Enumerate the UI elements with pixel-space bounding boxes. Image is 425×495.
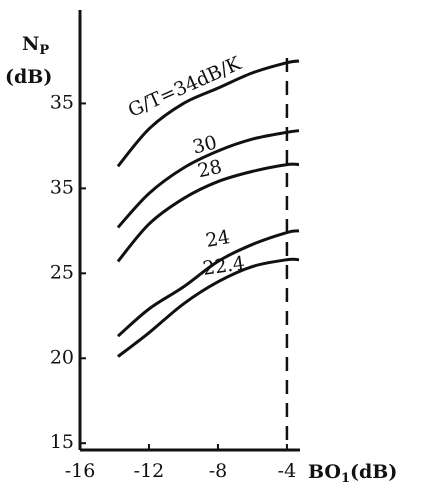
x-label-main: BO <box>308 461 341 483</box>
series-line <box>116 162 300 263</box>
y-label-unit: (dB) <box>5 66 52 88</box>
x-label: BO1(dB) <box>308 461 397 486</box>
series-label: 28 <box>196 156 224 183</box>
series-line <box>116 129 300 229</box>
y-tick-label: 35 <box>50 91 74 113</box>
x-label-sub: 1 <box>341 471 350 486</box>
series-label: G/T=34dB/K <box>125 52 245 122</box>
x-tick-label: -16 <box>65 460 96 482</box>
series-label: 24 <box>204 226 232 252</box>
y-tick-label: 35 <box>50 176 74 198</box>
x-tick-label: -12 <box>134 460 165 482</box>
x-tick-label: -4 <box>278 460 297 482</box>
y-label: NP <box>22 33 49 58</box>
y-tick-label: 15 <box>50 431 74 453</box>
x-label-unit: (dB) <box>350 461 397 483</box>
series-line <box>116 229 300 338</box>
series-line <box>116 59 300 168</box>
series-label: 22.4 <box>201 252 246 280</box>
x-tick-label: -8 <box>209 460 228 482</box>
y-label-sub: P <box>39 43 49 58</box>
series-label: 30 <box>190 131 219 158</box>
y-label-main: N <box>22 33 39 55</box>
y-tick-label: 20 <box>50 346 74 368</box>
series-line <box>117 257 300 358</box>
y-tick-label: 25 <box>50 261 74 283</box>
